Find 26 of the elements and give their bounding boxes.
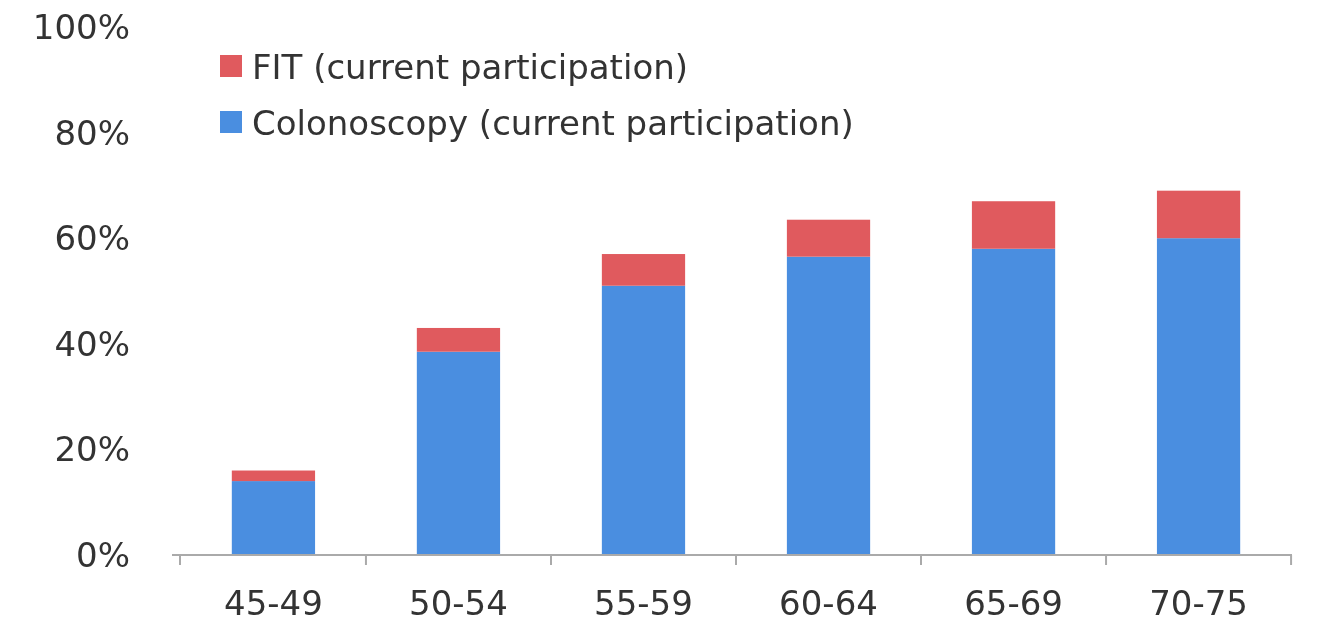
bar [1156, 238, 1241, 555]
x-tick-label: 55-59 [594, 583, 693, 623]
legend-label: FIT (current participation) [252, 46, 689, 87]
bar [231, 470, 316, 482]
bar [1156, 190, 1241, 239]
x-tick-label: 70-75 [1149, 583, 1248, 623]
y-tick-label: 40% [54, 323, 130, 364]
y-tick-label: 100% [32, 6, 130, 47]
bar [971, 201, 1056, 249]
y-tick-label: 60% [54, 218, 130, 259]
x-tick-label: 50-54 [409, 583, 508, 623]
bar [601, 254, 686, 286]
x-tick-label: 60-64 [779, 583, 878, 623]
bar [416, 327, 501, 352]
x-tick-label: 65-69 [964, 583, 1063, 623]
y-tick-label: 0% [76, 534, 130, 575]
y-tick-label: 20% [54, 429, 130, 470]
bar [971, 248, 1056, 555]
bar [601, 285, 686, 555]
legend-label: Colonoscopy (current participation) [252, 102, 854, 143]
y-tick-label: 80% [54, 112, 130, 153]
x-tick-label: 45-49 [224, 583, 323, 623]
bar [786, 256, 871, 555]
bar [786, 219, 871, 257]
bar [416, 351, 501, 555]
bar [231, 481, 316, 555]
